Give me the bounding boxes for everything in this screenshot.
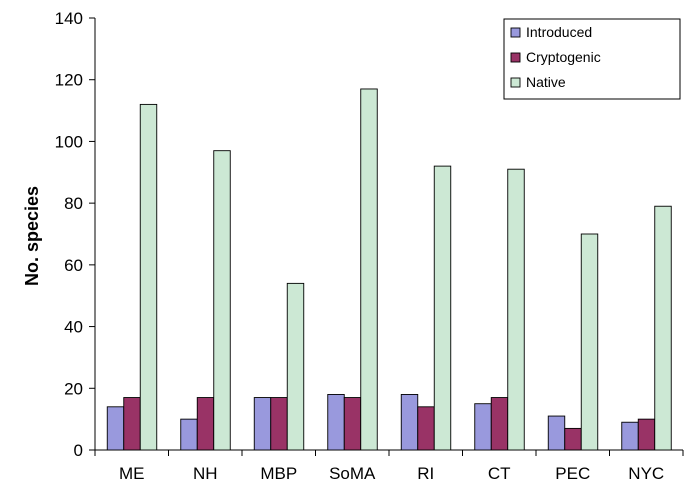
x-tick-label: ME [119, 464, 145, 483]
bar-native-mbp [286, 282, 305, 451]
x-axis: ME NH MBP SoMA RI CT PEC NYC [94, 449, 684, 483]
bar-cryptogenic-ri [417, 406, 435, 451]
y-tick-label: 0 [74, 441, 83, 460]
legend-box [503, 18, 681, 100]
bar-native-nyc [654, 205, 672, 451]
legend-swatch-introduced [510, 27, 521, 38]
bar-introduced-nh [180, 418, 198, 451]
bar-cryptogenic-nyc [637, 418, 656, 451]
x-tick-label: CT [488, 464, 511, 483]
bar-native-nh [213, 150, 231, 451]
legend-label-native: Native [526, 74, 566, 90]
bar-native-me [139, 103, 158, 451]
x-tick-label: NH [193, 464, 218, 483]
y-tick-label: 100 [55, 132, 83, 151]
x-tick-label: RI [417, 464, 434, 483]
x-tick-label: PEC [555, 464, 590, 483]
y-tick-label: 80 [64, 194, 83, 213]
bar-introduced-pec [547, 415, 566, 451]
x-tick-label: NYC [628, 464, 664, 483]
y-tick-label: 60 [64, 256, 83, 275]
bar-cryptogenic-nh [196, 397, 215, 451]
bar-introduced-mbp [253, 397, 272, 451]
bar-cryptogenic-soma [343, 397, 362, 451]
bar-introduced-nyc [621, 421, 639, 451]
y-axis-label: No. species [22, 186, 42, 286]
y-tick-label: 40 [64, 318, 83, 337]
bar-introduced-ct [474, 403, 492, 451]
legend-label-cryptogenic: Cryptogenic [526, 49, 601, 65]
y-tick-label: 20 [64, 379, 83, 398]
bar-cryptogenic-me [123, 397, 141, 451]
bar-cryptogenic-pec [564, 427, 582, 451]
bar-cryptogenic-ct [490, 397, 509, 451]
legend: Introduced Cryptogenic Native [503, 18, 681, 100]
legend-swatch-cryptogenic [510, 52, 521, 63]
bar-introduced-ri [400, 394, 419, 451]
legend-label-introduced: Introduced [526, 24, 592, 40]
y-tick-label: 120 [55, 71, 83, 90]
bars [106, 88, 672, 451]
bar-introduced-me [106, 406, 125, 451]
bar-native-ct [507, 168, 525, 451]
x-tick-label: MBP [260, 464, 297, 483]
bar-native-soma [360, 88, 378, 451]
bar-introduced-soma [327, 394, 345, 451]
legend-swatch-native [510, 77, 521, 88]
y-tick-label: 140 [55, 9, 83, 28]
bar-native-ri [433, 165, 452, 451]
bar-native-pec [580, 233, 599, 451]
bar-cryptogenic-mbp [270, 397, 288, 451]
x-tick-label: SoMA [329, 464, 376, 483]
y-axis: 0 20 40 60 80 100 120 140 [55, 9, 96, 460]
